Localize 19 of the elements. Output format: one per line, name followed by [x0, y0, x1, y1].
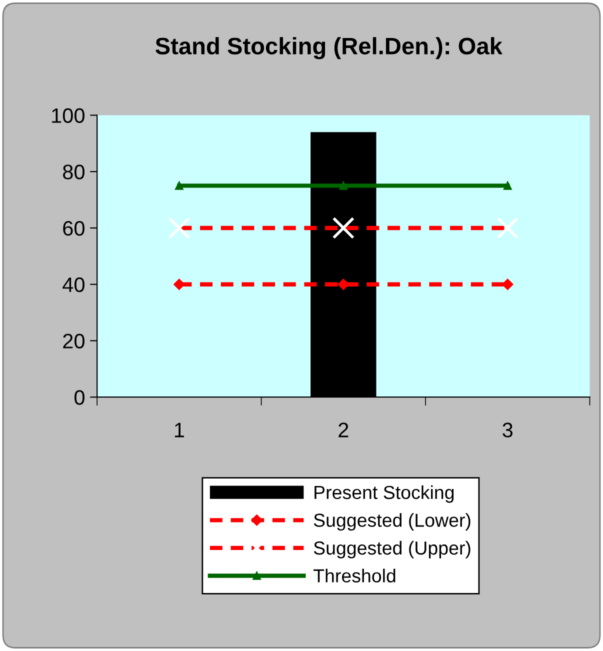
- legend-label: Suggested (Lower): [314, 513, 470, 531]
- point: [174, 278, 185, 290]
- y-tick-label: 20: [63, 334, 84, 348]
- legend-label: Present Stocking: [314, 485, 454, 503]
- x-tick-label: 3: [502, 422, 513, 438]
- point: [502, 278, 514, 290]
- y-tick-label: 100: [52, 108, 84, 123]
- point: [503, 182, 512, 190]
- x-tick-label: 1: [174, 422, 184, 438]
- y-tick-label: 40: [62, 277, 84, 292]
- legend-label: Threshold: [313, 568, 396, 582]
- y-tick-label: 80: [63, 164, 84, 180]
- y-tick-label: 60: [63, 220, 84, 236]
- chart-title: Stand Stocking (Rel.Den.): Oak: [156, 37, 502, 60]
- point: [339, 182, 348, 190]
- y-tick-label: 0: [74, 390, 84, 405]
- x-tick-label: 2: [338, 422, 348, 438]
- point: [175, 182, 184, 190]
- legend-label: Suggested (Upper): [314, 540, 470, 558]
